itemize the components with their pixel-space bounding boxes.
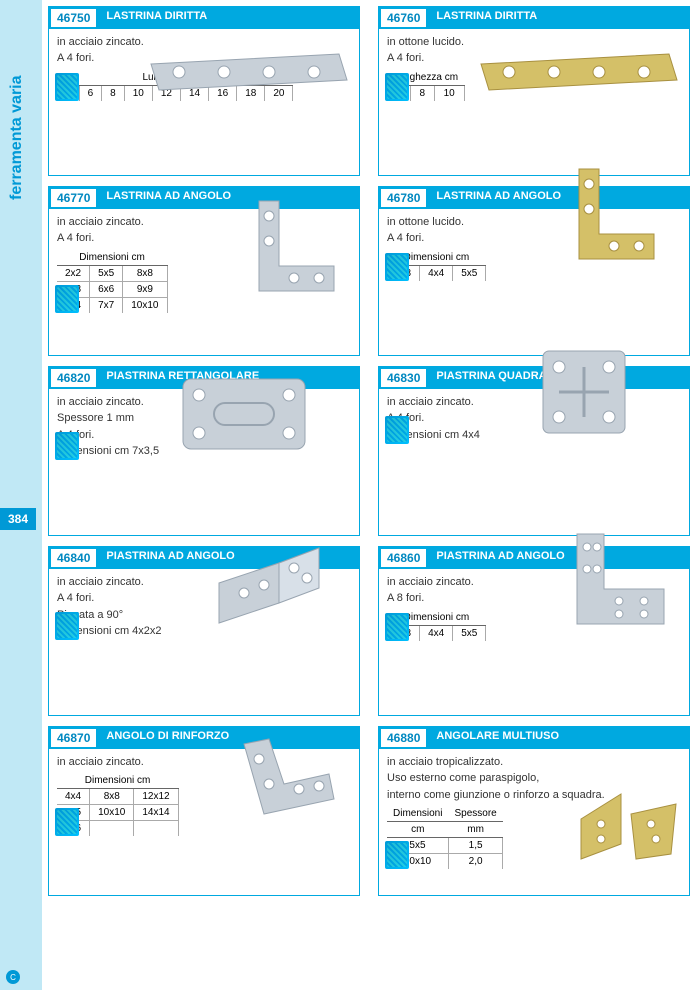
category-label: ferramenta varia <box>8 75 26 200</box>
tag-icon <box>385 73 409 101</box>
product-code: 46770 <box>51 189 96 207</box>
tag-icon <box>385 253 409 281</box>
table-cell: 9x9 <box>123 281 167 297</box>
tag-icon <box>55 808 79 836</box>
sidebar: ferramenta varia 384 C <box>0 0 42 990</box>
product-card: 46870 ANGOLO DI RINFORZO in acciaio zinc… <box>48 726 360 896</box>
product-image <box>249 196 339 299</box>
card-header: 46830 PIASTRINA QUADRATA <box>379 367 689 389</box>
table-cell: 10x10 <box>123 297 167 313</box>
table-cell: 8 <box>102 85 125 101</box>
table-cell: 5x5 <box>453 265 486 281</box>
table-cell: 7x7 <box>90 297 123 313</box>
tag-icon <box>55 285 79 313</box>
table-cell: 2x2 <box>57 265 90 281</box>
table-cell: 10 <box>434 85 464 101</box>
product-title: ANGOLARE MULTIUSO <box>428 727 689 749</box>
table-cell <box>134 821 178 837</box>
product-code: 46820 <box>51 369 96 387</box>
product-code: 46880 <box>381 729 426 747</box>
product-card: 46830 PIASTRINA QUADRATA in acciaio zinc… <box>378 366 690 536</box>
product-description: in acciaio zincato. <box>387 395 681 409</box>
product-description: in acciaio zincato. <box>57 35 351 49</box>
table-cell: 4x4 <box>57 789 90 805</box>
table-cell: 1,5 <box>448 837 502 853</box>
card-header: 46760 LASTRINA DIRITTA <box>379 7 689 29</box>
product-title: LASTRINA DIRITTA <box>428 7 689 29</box>
table-cell: 4x4 <box>420 265 453 281</box>
table-cell: 5x5 <box>453 625 486 641</box>
product-code: 46780 <box>381 189 426 207</box>
content: 46750 LASTRINA DIRITTA in acciaio zincat… <box>42 0 700 990</box>
product-image <box>571 784 681 867</box>
product-card: 46840 PIASTRINA AD ANGOLO in acciaio zin… <box>48 546 360 716</box>
table-cell: 14x14 <box>134 805 178 821</box>
table-cell: 6x6 <box>90 281 123 297</box>
page-dot-icon: C <box>6 970 20 984</box>
product-image <box>229 734 339 827</box>
tag-icon <box>385 613 409 641</box>
product-image <box>149 52 349 95</box>
table-cell <box>90 821 134 837</box>
product-card: 46880 ANGOLARE MULTIUSO in acciaio tropi… <box>378 726 690 896</box>
product-card: 46780 LASTRINA AD ANGOLO in ottone lucid… <box>378 186 690 356</box>
product-description: A 4 fori. <box>387 411 681 425</box>
product-card: 46750 LASTRINA DIRITTA in acciaio zincat… <box>48 6 360 176</box>
product-description: Dimensioni cm 4x4 <box>387 428 681 442</box>
tag-icon <box>385 416 409 444</box>
table-cell: 12x12 <box>134 789 178 805</box>
product-image <box>209 533 329 631</box>
tag-icon <box>55 432 79 460</box>
product-card: 46860 PIASTRINA AD ANGOLO in acciaio zin… <box>378 546 690 716</box>
tag-icon <box>385 841 409 869</box>
product-card: 46770 LASTRINA AD ANGOLO in acciaio zinc… <box>48 186 360 356</box>
product-code: 46860 <box>381 549 426 567</box>
tag-icon <box>55 612 79 640</box>
table-cell: 8x8 <box>90 789 134 805</box>
product-image <box>569 529 669 632</box>
page-number: 384 <box>0 508 36 530</box>
card-header: 46880 ANGOLARE MULTIUSO <box>379 727 689 749</box>
table-cell: 4x4 <box>420 625 453 641</box>
product-image <box>569 164 659 267</box>
table-cell: 8x8 <box>123 265 167 281</box>
product-title: LASTRINA DIRITTA <box>98 7 359 29</box>
card-header: 46750 LASTRINA DIRITTA <box>49 7 359 29</box>
product-code: 46760 <box>381 9 426 27</box>
product-image <box>179 375 309 456</box>
table-cell: 10x10 <box>90 805 134 821</box>
product-description: in acciaio tropicalizzato. <box>387 755 681 769</box>
table-cell: 8 <box>410 85 434 101</box>
product-description: in ottone lucido. <box>387 35 681 49</box>
product-code: 46830 <box>381 369 426 387</box>
table-cell: 5x5 <box>90 265 123 281</box>
product-code: 46840 <box>51 549 96 567</box>
tag-icon <box>55 73 79 101</box>
product-code: 46750 <box>51 9 96 27</box>
product-image <box>479 52 679 95</box>
product-code: 46870 <box>51 729 96 747</box>
product-card: 46760 LASTRINA DIRITTA in ottone lucido.… <box>378 6 690 176</box>
table-cell: 6 <box>79 85 102 101</box>
table-cell: 2,0 <box>448 853 502 869</box>
product-card: 46820 PIASTRINA RETTANGOLARE in acciaio … <box>48 366 360 536</box>
product-image <box>539 347 629 440</box>
